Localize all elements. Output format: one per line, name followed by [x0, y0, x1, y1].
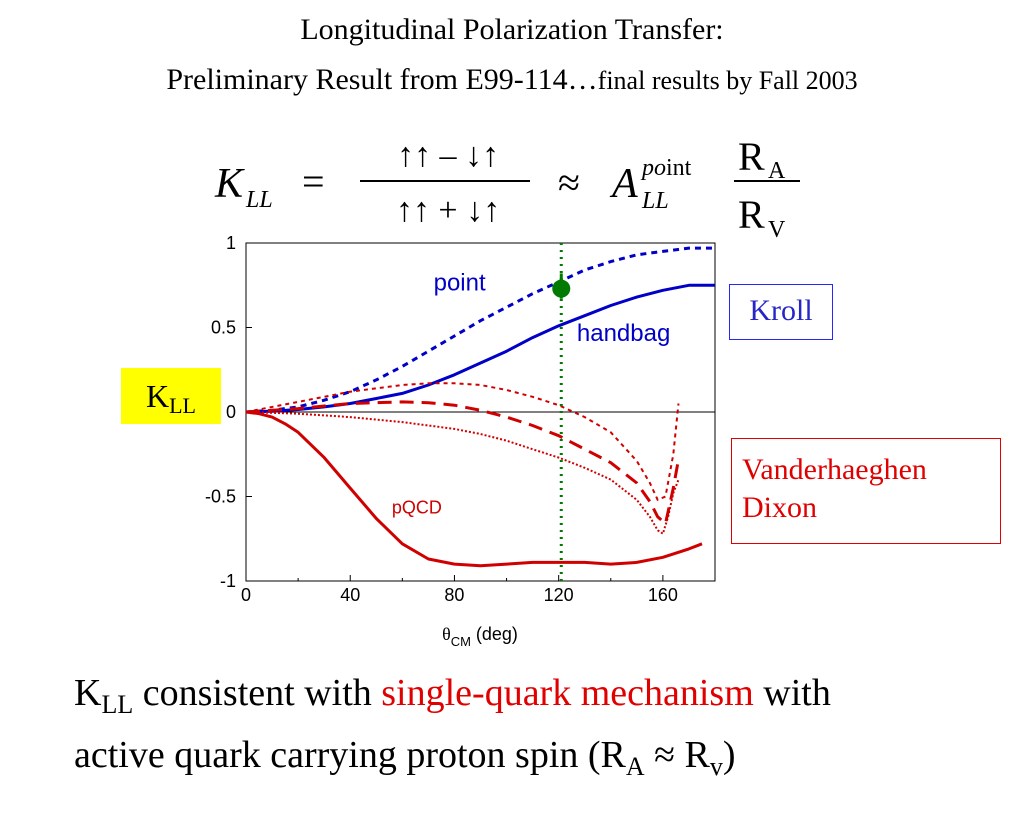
y-tick-label: 0	[226, 402, 236, 422]
annotation-handbag: handbag	[577, 320, 670, 347]
formula-a-sub: LL	[641, 188, 669, 214]
series-line-vd-4	[245, 411, 680, 535]
kroll-box: Kroll	[729, 284, 833, 340]
series-line-point	[245, 246, 715, 414]
conclusion-text-2: with	[753, 672, 831, 714]
conclusion-line-2b: ≈ R	[644, 734, 710, 776]
title-line-2-small: final results by Fall 2003	[597, 66, 858, 95]
title-line-2-main: Preliminary Result from E99-114…	[166, 63, 598, 96]
conclusion-text-1: consistent with	[133, 672, 382, 714]
conclusion-line-2c: )	[722, 734, 736, 776]
annotations-group: point handbag pQCD	[392, 269, 670, 517]
annotation-pqcd: pQCD	[392, 497, 442, 517]
formula-approx: ≈	[558, 160, 580, 205]
series-line-pqcd	[245, 410, 703, 568]
formula-ratio-den-sub: V	[768, 217, 786, 243]
x-tick-label: 120	[544, 585, 574, 605]
x-tick-label: 160	[648, 585, 678, 605]
series-line-vd-3	[245, 400, 680, 525]
x-tick-label: 0	[241, 585, 251, 605]
formula-a: A	[609, 161, 638, 207]
series-group	[245, 243, 715, 581]
conclusion-line-2: active quark carrying proton spin (RA ≈ …	[74, 730, 1004, 792]
conclusion-k: K	[74, 672, 102, 714]
formula-a-sup: point	[640, 155, 692, 181]
vanderhaeghen-dixon-box: Vanderhaeghen Dixon	[731, 438, 1001, 544]
title-line-1: Longitudinal Polarization Transfer:	[300, 13, 724, 46]
vd-line-1: Vanderhaeghen	[742, 453, 927, 486]
vd-line-2: Dixon	[742, 491, 817, 524]
series-line-vd-2	[245, 382, 680, 501]
conclusion-sub-v: v	[709, 752, 723, 781]
conclusion-sub-a: A	[625, 752, 645, 781]
formula-a-sup-italic: po	[640, 155, 666, 181]
formula-numerator: ↑↑ – ↓↑	[397, 137, 499, 174]
y-tick-label: 0.5	[211, 318, 236, 338]
annotation-point: point	[434, 269, 486, 296]
x-axis-label-rest: (deg)	[471, 624, 518, 644]
kll-axis-badge: KLL	[121, 368, 221, 424]
x-axis-label: θCM (deg)	[442, 624, 518, 649]
y-tick-label: 1	[226, 233, 236, 253]
y-tick-label: -1	[220, 571, 236, 591]
x-tick-label: 80	[444, 585, 464, 605]
conclusion-line-1: KLL consistent with single-quark mechani…	[74, 668, 1004, 730]
x-axis-label-sub: CM	[451, 634, 471, 649]
formula-denominator: ↑↑ + ↓↑	[396, 192, 500, 229]
kll-badge-sub: LL	[169, 393, 196, 418]
axis-ticks: 0 40 80 120 160 1 0.5 0 -0.5 -1	[205, 233, 715, 605]
kll-formula: K LL = ↑↑ – ↓↑ ↑↑ + ↓↑ ≈ A point LL R A …	[214, 134, 800, 243]
formula-ratio-num-sub: A	[768, 158, 786, 184]
conclusion-text: KLL consistent with single-quark mechani…	[74, 668, 1004, 792]
formula-lhs: K	[214, 161, 245, 207]
formula-a-sup-roman: int	[666, 155, 692, 181]
formula-ratio-den: R	[738, 192, 765, 237]
formula-lhs-sub: LL	[245, 187, 273, 213]
x-axis-label-symbol: θ	[442, 624, 451, 644]
formula-ratio-num: R	[738, 134, 765, 179]
series-line-handbag	[245, 283, 715, 414]
kll-badge-main: K	[146, 378, 170, 414]
conclusion-highlight: single-quark mechanism	[381, 672, 754, 714]
x-tick-label: 40	[340, 585, 360, 605]
conclusion-k-sub: LL	[101, 690, 134, 719]
formula-equals: =	[302, 159, 325, 204]
conclusion-line-2a: active quark carrying proton spin (R	[74, 734, 626, 776]
title-line-2: Preliminary Result from E99-114…final re…	[0, 62, 1024, 99]
y-tick-label: -0.5	[205, 487, 236, 507]
data-point-marker	[552, 279, 571, 298]
